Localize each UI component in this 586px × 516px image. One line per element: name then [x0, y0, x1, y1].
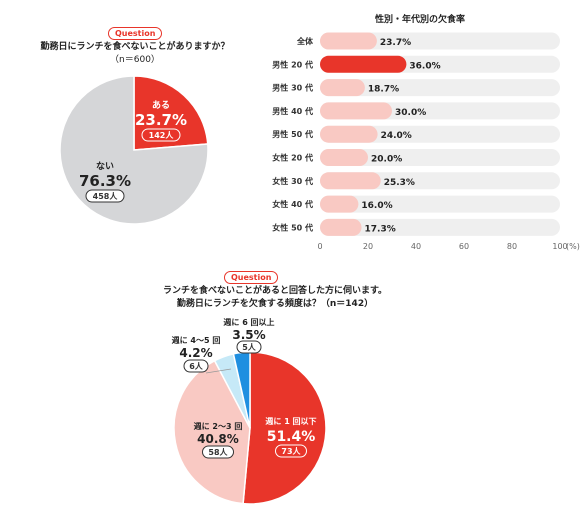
question-1-line-1: 勤務日にランチを食べないことがありますか？ [40, 42, 230, 52]
bar-category-label: 全体 [296, 36, 314, 46]
question-1-line-2: （n＝600） [110, 55, 160, 65]
pie2-label-0: 週に 1 回以下 [265, 417, 316, 426]
bar-track [320, 79, 560, 97]
bar-value-label: 18.7% [368, 85, 399, 95]
question-badge-2: Question [224, 271, 279, 284]
bar-value-label: 24.0% [381, 131, 412, 141]
pie2-label-2: 週に 4〜5 回 [172, 336, 221, 345]
bar-track [320, 195, 560, 213]
pie1-slice-1 [59, 75, 209, 225]
pie1-count-yes: 142人 [149, 130, 175, 140]
bar [320, 195, 359, 213]
bar-value-label: 16.0% [361, 201, 392, 211]
bar-category-label: 男性 30 代 [272, 83, 313, 93]
pie2-value-0: 51.4% [267, 429, 316, 445]
pie2-count-0: 73人 [281, 446, 301, 456]
bar-category-label: 女性 50 代 [272, 222, 313, 232]
bar-chart-title: 性別・年代別の欠食率 [374, 15, 465, 25]
pie1-count-no: 458人 [93, 191, 119, 201]
bar-value-label: 30.0% [395, 108, 426, 118]
pie1-count-no-bg [85, 189, 125, 203]
bar-value-label: 20.0% [371, 155, 402, 165]
pie2-count-1: 58人 [208, 447, 228, 457]
pie1-count-yes-bg [141, 128, 181, 142]
pie2-leader-2 [205, 368, 232, 374]
pie2-count-2-bg [183, 359, 209, 373]
bar-track [320, 218, 560, 236]
question-1-text: 勤務日にランチを食べないことがありますか？ （n＝600） [0, 41, 270, 67]
pie2-slice-0 [242, 351, 327, 505]
bar-value-label: 36.0% [409, 61, 440, 71]
x-tick-label: 0 [317, 242, 322, 251]
bar-track [320, 172, 560, 190]
x-tick-label: 60 [459, 242, 469, 251]
bar-category-label: 男性 50 代 [272, 129, 313, 139]
pie2-count-0-bg [275, 444, 307, 458]
pie1-label-no: ない [96, 161, 114, 172]
question-badge-1: Question [108, 27, 163, 40]
question-2-line-1: ランチを食べないことがあると回答した方に伺います。 [162, 286, 388, 296]
bar [320, 218, 362, 236]
pie2-value-2: 4.2% [179, 346, 212, 360]
bar [320, 79, 365, 97]
pie2-count-3-bg [236, 340, 262, 354]
pie1-value-no: 76.3% [79, 172, 131, 190]
pie2-value-3: 3.5% [232, 328, 265, 342]
bar [320, 172, 381, 190]
x-unit-label: (%) [566, 242, 580, 251]
question-2-text: ランチを食べないことがあると回答した方に伺います。 勤務日にランチを欠食する頻度… [130, 285, 420, 311]
question-2-line-2: 勤務日にランチを欠食する頻度は？（n＝142） [176, 299, 374, 309]
bar [320, 102, 392, 120]
pie2-count-2: 6人 [189, 361, 204, 371]
x-tick-label: 80 [507, 242, 517, 251]
pie2-count-1-bg [202, 445, 234, 459]
bar-value-label: 17.3% [365, 224, 396, 234]
bar-category-label: 女性 40 代 [272, 199, 313, 209]
x-tick-label: 40 [411, 242, 421, 251]
pie2-label-1: 週に 2〜3 回 [194, 422, 243, 431]
bar [320, 55, 407, 73]
bar-category-label: 男性 40 代 [272, 106, 313, 116]
bar [320, 125, 378, 143]
bar [320, 149, 368, 166]
pie2-value-1: 40.8% [197, 432, 239, 446]
bar-track [320, 32, 560, 50]
bar-category-label: 男性 20 代 [272, 59, 313, 69]
bar-track [320, 125, 560, 143]
pie1-label-yes: ある [152, 100, 170, 111]
pie1-slice-0 [133, 75, 209, 151]
bar-category-label: 女性 20 代 [272, 153, 313, 163]
bar-value-label: 25.3% [384, 178, 415, 188]
bar [320, 32, 377, 50]
pie2-slice-1 [173, 359, 251, 505]
x-tick-label: 20 [363, 242, 373, 251]
bar-category-label: 女性 30 代 [272, 176, 313, 186]
pie2-count-3: 5人 [242, 342, 257, 352]
bar-value-label: 23.7% [380, 38, 411, 48]
pie1-value-yes: 23.7% [135, 111, 187, 129]
x-tick-label: 100 [552, 242, 567, 251]
pie2-label-3: 週に 6 回以上 [223, 317, 274, 327]
bar-track [320, 149, 560, 166]
